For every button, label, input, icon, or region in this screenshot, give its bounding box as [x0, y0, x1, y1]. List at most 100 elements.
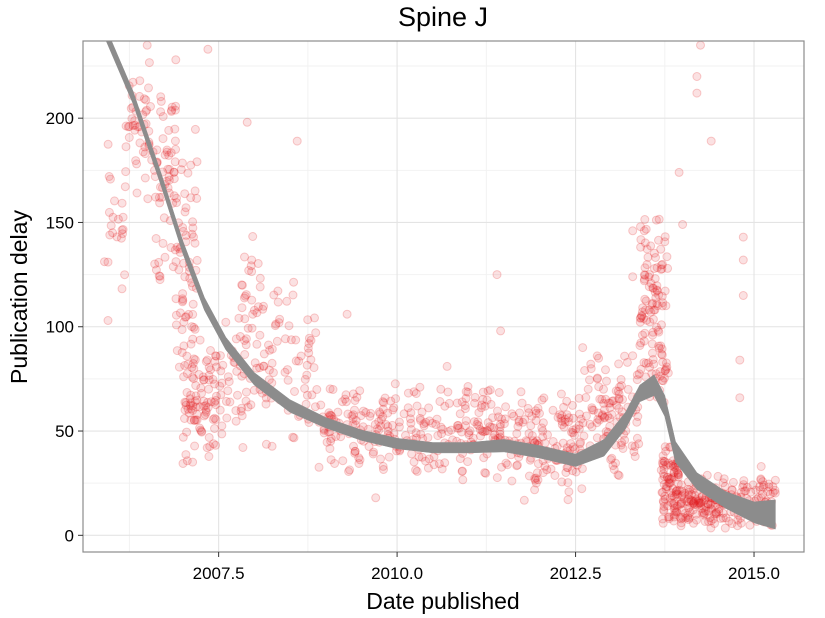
- data-point: [671, 507, 681, 517]
- data-point: [189, 374, 199, 384]
- data-point: [237, 280, 247, 290]
- data-point: [661, 364, 671, 374]
- data-point: [663, 512, 673, 522]
- data-point: [658, 475, 668, 485]
- data-point: [203, 44, 213, 54]
- data-point: [178, 295, 188, 305]
- data-point: [556, 389, 566, 399]
- data-point: [706, 136, 716, 146]
- data-point: [143, 194, 153, 204]
- data-point: [123, 122, 133, 132]
- data-point: [745, 520, 755, 530]
- data-point: [344, 467, 354, 476]
- data-point: [261, 439, 271, 449]
- data-point: [351, 416, 361, 425]
- data-point: [656, 244, 666, 254]
- data-point: [186, 404, 196, 414]
- data-point: [132, 188, 142, 198]
- data-point: [187, 322, 197, 332]
- data-point: [350, 448, 360, 458]
- data-point: [189, 364, 199, 374]
- data-point: [202, 443, 212, 453]
- data-point: [738, 255, 748, 265]
- data-point: [380, 393, 390, 403]
- data-point: [599, 412, 609, 422]
- data-point: [186, 193, 196, 203]
- data-point: [601, 365, 610, 375]
- data-point: [635, 313, 645, 323]
- data-point: [304, 339, 314, 349]
- data-point: [415, 413, 425, 423]
- data-point: [200, 410, 210, 420]
- data-point: [669, 472, 679, 482]
- data-point: [215, 381, 225, 391]
- data-point: [592, 433, 602, 443]
- data-point: [423, 433, 433, 443]
- plot-border: [82, 40, 805, 553]
- data-point: [483, 418, 493, 428]
- data-point: [352, 392, 362, 402]
- data-point: [531, 416, 541, 426]
- data-point: [199, 411, 209, 421]
- data-point: [613, 470, 623, 480]
- data-point: [566, 439, 576, 449]
- data-point: [568, 400, 577, 410]
- data-point: [527, 431, 537, 441]
- data-point: [195, 335, 205, 345]
- y-axis: 0 50 100 150 200: [46, 109, 83, 545]
- data-point: [614, 394, 624, 404]
- data-point: [492, 270, 502, 280]
- data-point: [677, 490, 687, 500]
- data-point: [676, 480, 686, 490]
- data-point: [130, 125, 140, 135]
- data-point: [409, 457, 419, 467]
- data-point: [436, 384, 446, 394]
- data-point: [689, 497, 699, 507]
- data-point: [636, 235, 646, 245]
- data-point: [711, 508, 721, 518]
- data-point: [243, 323, 253, 333]
- data-point: [660, 457, 670, 467]
- data-point: [622, 357, 632, 367]
- data-point: [272, 336, 282, 346]
- data-point: [199, 375, 209, 385]
- data-point: [370, 420, 380, 429]
- data-point: [197, 388, 206, 398]
- data-point: [690, 490, 700, 500]
- data-point: [211, 440, 221, 450]
- data-point: [568, 413, 578, 423]
- data-point: [574, 424, 584, 434]
- data-point: [632, 370, 642, 380]
- data-point: [663, 472, 672, 482]
- data-point: [158, 134, 168, 144]
- data-point: [512, 461, 522, 471]
- data-point: [684, 485, 694, 495]
- data-point: [630, 452, 640, 461]
- data-point: [658, 514, 668, 524]
- data-point: [662, 362, 672, 372]
- data-point: [231, 334, 241, 344]
- data-point: [680, 488, 690, 498]
- data-point: [349, 441, 358, 451]
- data-point: [563, 478, 573, 488]
- data-point: [457, 397, 467, 407]
- data-point: [663, 458, 673, 468]
- data-point: [579, 431, 589, 441]
- data-point: [117, 198, 127, 208]
- data-point: [654, 214, 664, 224]
- data-point: [699, 510, 709, 520]
- data-point: [741, 486, 751, 496]
- data-point: [560, 414, 570, 424]
- data-point: [480, 468, 490, 478]
- data-point: [524, 408, 534, 418]
- data-point: [640, 215, 650, 224]
- data-point: [651, 215, 661, 225]
- data-point: [190, 355, 200, 365]
- data-point: [383, 426, 393, 436]
- data-point: [378, 412, 388, 422]
- data-point: [758, 489, 767, 499]
- data-point: [302, 370, 312, 380]
- data-point: [706, 504, 716, 514]
- data-point: [477, 400, 487, 410]
- data-point: [661, 358, 671, 368]
